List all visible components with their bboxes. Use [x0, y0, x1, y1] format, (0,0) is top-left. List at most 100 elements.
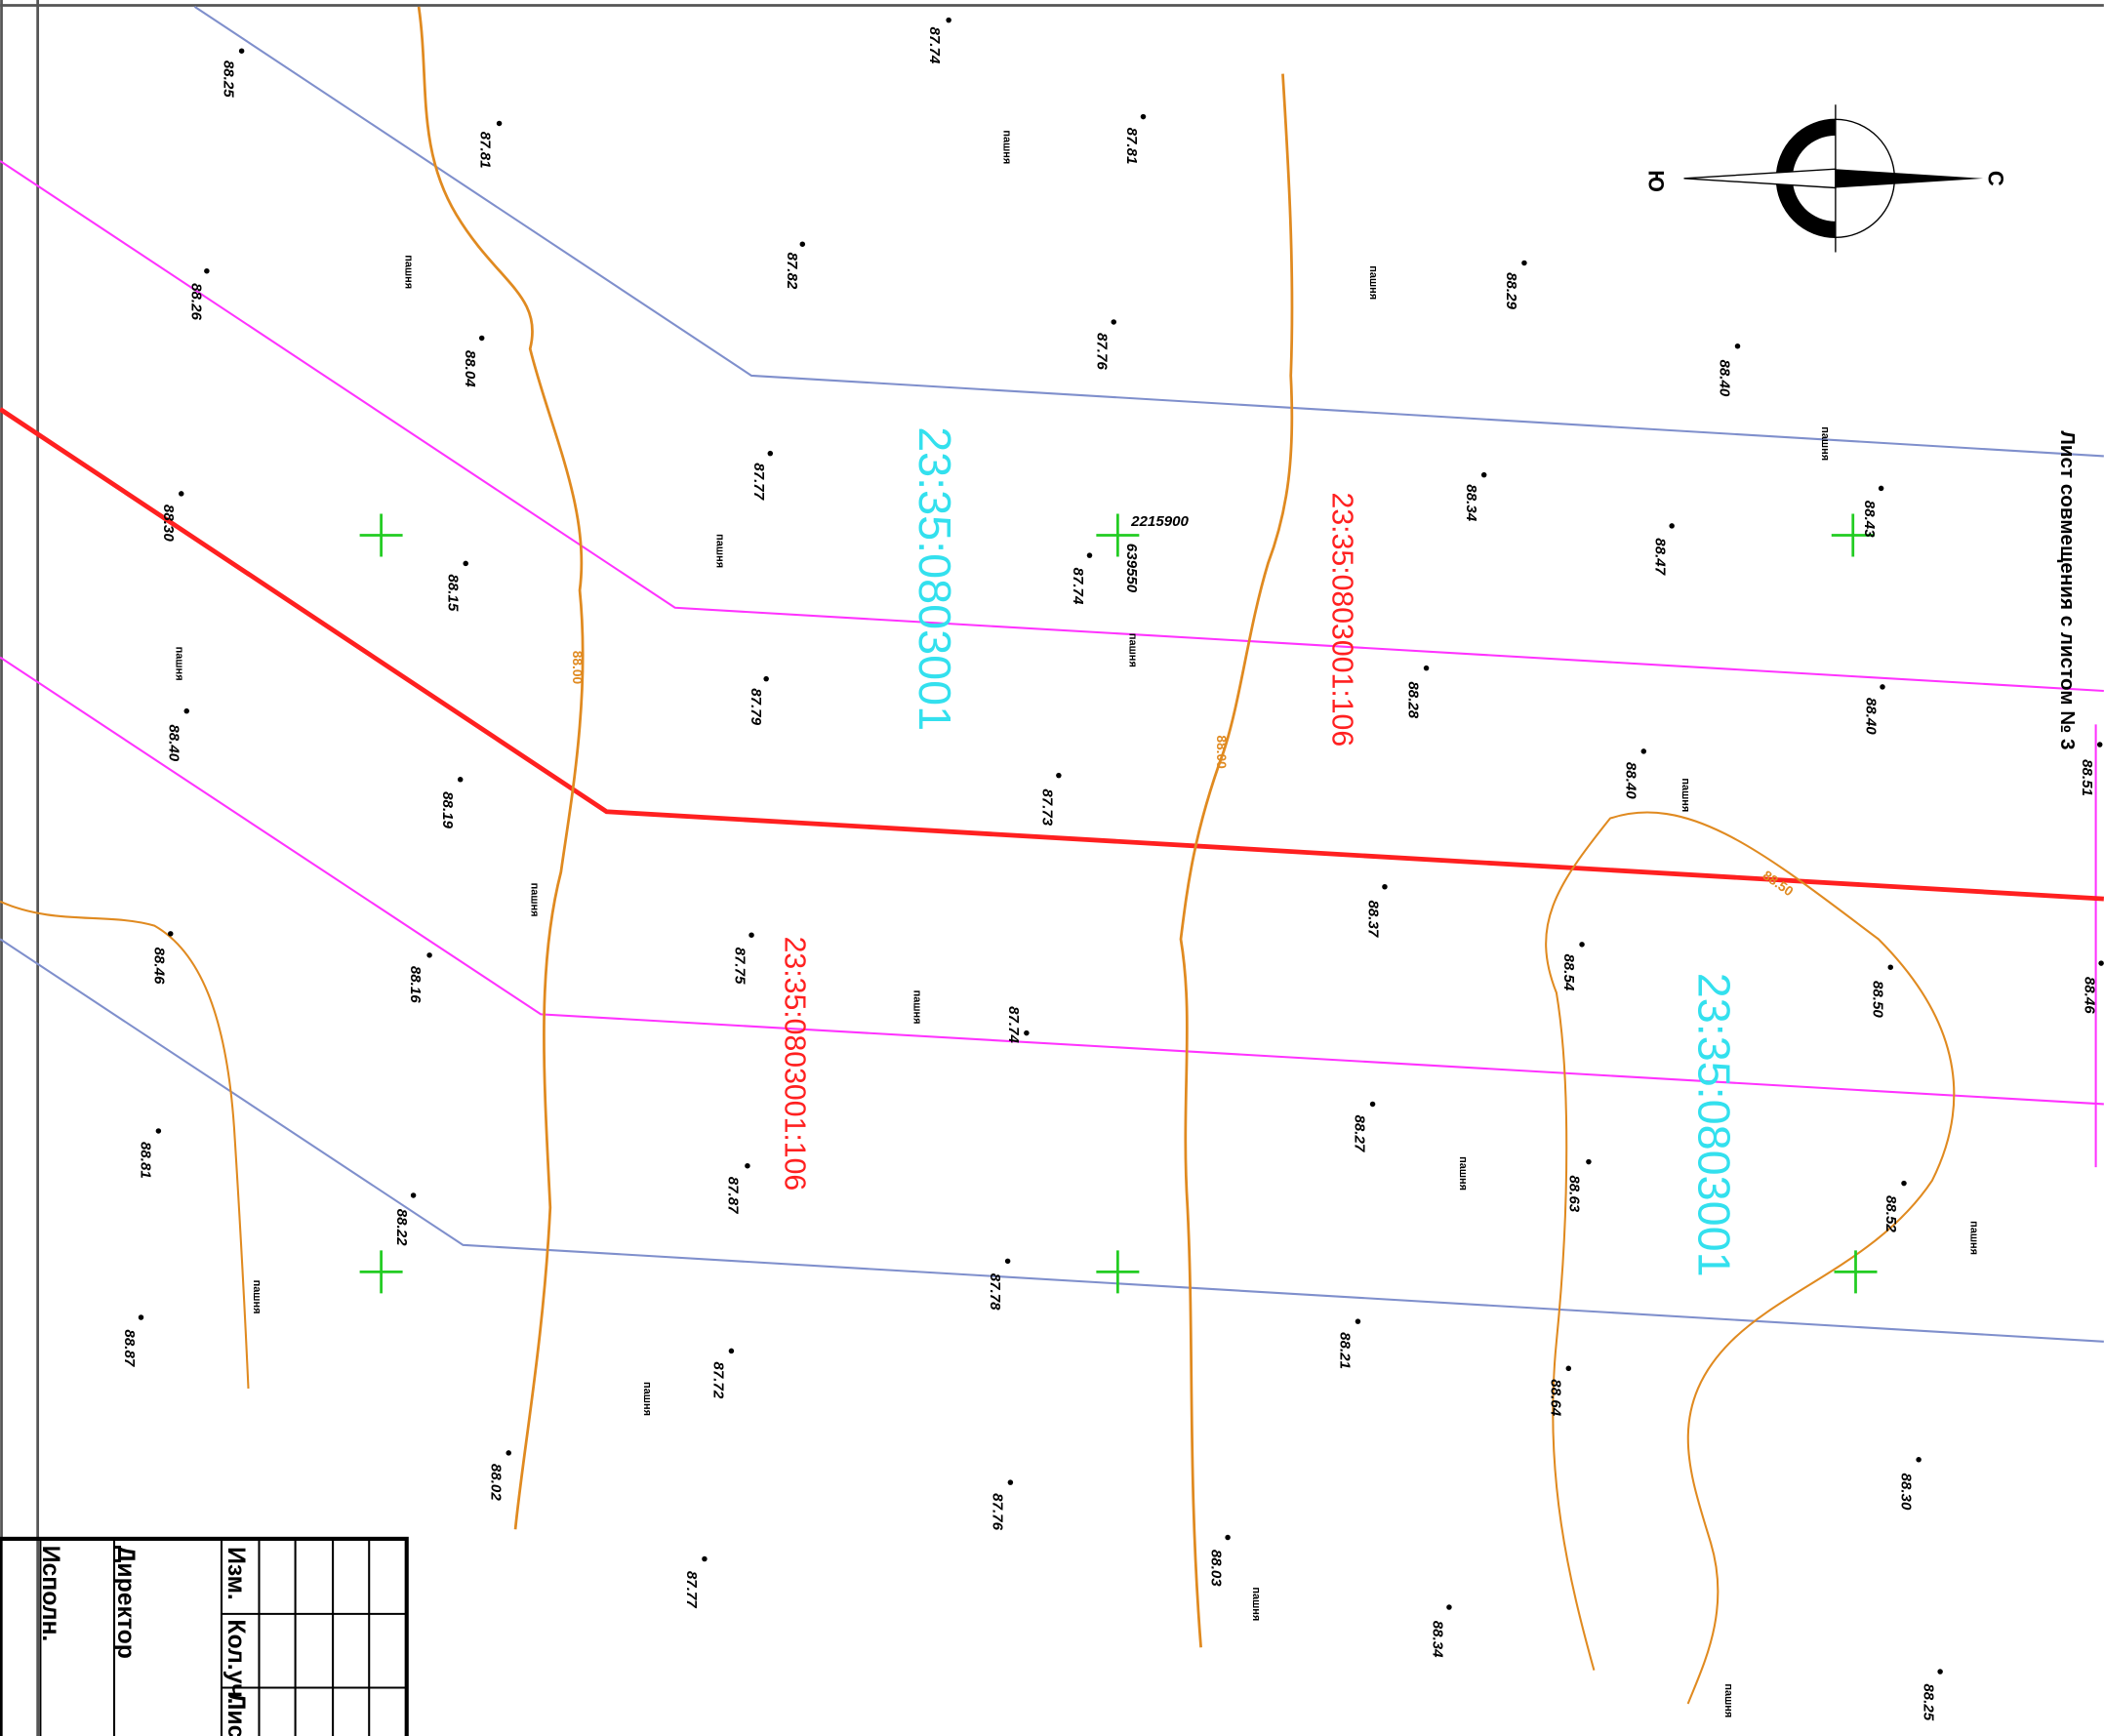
- survey-point: [204, 268, 209, 273]
- elevation-label: 88.19: [439, 791, 456, 828]
- survey-point: [168, 931, 173, 936]
- land-use-label: пашня: [1457, 1156, 1469, 1191]
- survey-point: [139, 1314, 143, 1319]
- elevation-label: 87.79: [748, 688, 764, 725]
- elevation-label: 88.25: [221, 61, 237, 98]
- survey-point: [1669, 523, 1674, 528]
- survey-point: [506, 1450, 510, 1455]
- survey-point: [1087, 552, 1092, 557]
- survey-point: [463, 561, 467, 566]
- elevation-label: 87.76: [1094, 333, 1111, 370]
- survey-point: [1880, 684, 1884, 689]
- survey-point: [1141, 114, 1146, 119]
- elevation-label: 88.81: [138, 1142, 154, 1179]
- elevation-label: 88.03: [1208, 1550, 1225, 1587]
- elevation-label: 88.21: [1337, 1332, 1354, 1369]
- elevation-label: 88.40: [1622, 762, 1639, 799]
- elevation-label: 88.29: [1503, 272, 1519, 309]
- elevation-label: 87.87: [725, 1177, 742, 1214]
- elevation-label: 88.46: [150, 948, 167, 985]
- land-use-label: пашня: [1367, 265, 1379, 300]
- grid-coordinate: 639550: [1123, 544, 1140, 593]
- survey-point: [1225, 1535, 1230, 1540]
- elevation-label: 88.40: [165, 724, 182, 761]
- quarter-number: 23:35:0803001: [910, 426, 960, 731]
- sheet-title: Лист совмещения с листом № 3: [2056, 430, 2079, 749]
- elevation-label: 88.50: [1869, 981, 1885, 1018]
- survey-point: [1111, 319, 1115, 324]
- compass-north: С: [1983, 171, 2007, 186]
- elevation-label: 88.30: [160, 505, 177, 542]
- elevation-label: 88.25: [1921, 1683, 1937, 1720]
- elevation-label: 87.74: [1005, 1006, 1022, 1043]
- survey-point: [1355, 1318, 1360, 1323]
- survey-point: [800, 241, 805, 246]
- land-use-label: пашня: [1968, 1221, 1980, 1255]
- elevation-label: 87.77: [750, 463, 767, 500]
- elevation-label: 88.40: [1863, 698, 1880, 735]
- survey-point: [239, 48, 244, 53]
- survey-map: С Ю Лист совмещения с листом № 3 88.25 87…: [0, 0, 2104, 1736]
- land-use-label: пашня: [173, 647, 184, 681]
- survey-point: [1056, 773, 1061, 778]
- survey-point: [458, 777, 463, 782]
- survey-point: [1521, 261, 1526, 265]
- survey-point: [729, 1349, 734, 1353]
- elevation-label: 88.28: [1405, 681, 1422, 718]
- elevation-label: 88.51: [2079, 759, 2095, 796]
- contour-label: 88.00: [570, 651, 585, 685]
- elevation-label: 88.22: [393, 1209, 410, 1246]
- survey-point: [1888, 964, 1893, 969]
- elevation-label: 87.74: [926, 26, 943, 63]
- title-block-cell: Директор: [112, 1546, 139, 1659]
- survey-point: [946, 18, 951, 22]
- survey-point: [1916, 1457, 1921, 1462]
- compass-south: Ю: [1643, 170, 1668, 192]
- land-use-label: пашня: [1250, 1587, 1262, 1621]
- land-use-label: пашня: [641, 1382, 653, 1416]
- elevation-label: 88.43: [1861, 501, 1878, 538]
- survey-point: [1005, 1259, 1010, 1264]
- land-use-label: пашня: [402, 255, 414, 289]
- survey-point: [768, 451, 773, 456]
- survey-point: [702, 1556, 707, 1561]
- land-use-label: пашня: [1722, 1683, 1734, 1717]
- sheet: [0, 0, 2104, 1736]
- survey-point: [1370, 1102, 1375, 1107]
- survey-point: [745, 1163, 749, 1168]
- contour-label: 88.00: [1214, 735, 1229, 769]
- survey-point: [1024, 1030, 1029, 1035]
- elevation-label: 88.15: [444, 574, 461, 611]
- survey-point: [2098, 960, 2103, 965]
- quarter-number: 23:35:0803001: [1689, 973, 1740, 1277]
- survey-point: [2097, 742, 2102, 747]
- parcel-number: 23:35:0803001:106: [1325, 493, 1357, 747]
- elevation-label: 87.75: [732, 948, 749, 985]
- grid-coordinate: 2215900: [1130, 513, 1189, 530]
- elevation-label: 87.81: [476, 132, 493, 169]
- title-block-cell: Кол.уч.: [223, 1619, 249, 1704]
- survey-point: [1901, 1181, 1906, 1186]
- land-use-label: пашня: [1819, 426, 1831, 461]
- survey-point: [1641, 748, 1646, 753]
- title-block-cell: Изм.: [223, 1547, 249, 1600]
- land-use-label: пашня: [251, 1280, 263, 1314]
- survey-point: [1579, 942, 1584, 947]
- elevation-label: 88.34: [1429, 1621, 1445, 1658]
- elevation-label: 88.02: [487, 1464, 504, 1501]
- elevation-label: 88.52: [1882, 1195, 1899, 1232]
- title-block-cell: Исполн.: [37, 1546, 63, 1642]
- elevation-label: 88.37: [1364, 900, 1381, 937]
- survey-point: [749, 932, 753, 937]
- elevation-label: 87.78: [987, 1273, 1003, 1311]
- survey-point: [1937, 1669, 1942, 1674]
- parcel-number: 23:35:0803001:106: [778, 937, 810, 1191]
- land-use-label: пашня: [910, 990, 922, 1025]
- survey-point: [426, 952, 431, 957]
- survey-point: [763, 676, 768, 681]
- survey-point: [184, 708, 189, 713]
- survey-point: [1735, 343, 1740, 348]
- elevation-label: 88.47: [1652, 538, 1669, 575]
- land-use-label: пашня: [1679, 778, 1691, 812]
- elevation-label: 88.16: [407, 966, 424, 1003]
